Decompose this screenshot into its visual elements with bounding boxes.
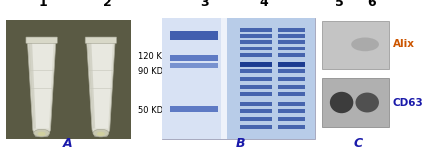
Text: 6: 6	[366, 0, 375, 9]
FancyBboxPatch shape	[239, 69, 272, 73]
FancyBboxPatch shape	[239, 34, 272, 38]
Polygon shape	[86, 38, 115, 136]
FancyBboxPatch shape	[227, 18, 315, 139]
FancyBboxPatch shape	[239, 77, 272, 81]
Ellipse shape	[354, 93, 378, 112]
Ellipse shape	[350, 37, 378, 51]
FancyBboxPatch shape	[239, 53, 272, 57]
FancyBboxPatch shape	[239, 102, 272, 106]
Polygon shape	[28, 40, 36, 129]
Ellipse shape	[329, 92, 353, 113]
Ellipse shape	[37, 132, 46, 136]
FancyBboxPatch shape	[169, 106, 217, 112]
Polygon shape	[29, 40, 54, 129]
Ellipse shape	[97, 132, 105, 136]
FancyBboxPatch shape	[169, 31, 217, 40]
FancyBboxPatch shape	[277, 34, 304, 38]
FancyBboxPatch shape	[221, 18, 227, 139]
FancyBboxPatch shape	[322, 21, 388, 69]
Text: 3: 3	[200, 0, 209, 9]
FancyBboxPatch shape	[169, 55, 217, 61]
FancyBboxPatch shape	[277, 85, 304, 89]
FancyBboxPatch shape	[277, 92, 304, 96]
Text: 90 KD: 90 KD	[137, 67, 162, 76]
Text: 4: 4	[259, 0, 268, 9]
FancyBboxPatch shape	[277, 53, 304, 57]
FancyBboxPatch shape	[239, 28, 272, 32]
Text: 50 KD: 50 KD	[137, 106, 162, 115]
FancyBboxPatch shape	[239, 40, 272, 44]
FancyArrow shape	[89, 70, 112, 71]
FancyArrow shape	[29, 70, 54, 71]
FancyBboxPatch shape	[161, 18, 315, 139]
FancyBboxPatch shape	[26, 37, 57, 43]
Ellipse shape	[93, 129, 109, 137]
FancyBboxPatch shape	[239, 125, 272, 129]
FancyBboxPatch shape	[161, 18, 222, 139]
FancyBboxPatch shape	[239, 109, 272, 113]
FancyBboxPatch shape	[322, 78, 388, 127]
FancyBboxPatch shape	[277, 125, 304, 129]
Text: 5: 5	[334, 0, 343, 9]
FancyBboxPatch shape	[277, 109, 304, 113]
Text: 1: 1	[39, 0, 47, 9]
FancyBboxPatch shape	[169, 63, 217, 68]
FancyBboxPatch shape	[277, 77, 304, 81]
Text: C: C	[352, 137, 361, 150]
Ellipse shape	[34, 129, 49, 137]
Text: 2: 2	[103, 0, 111, 9]
FancyBboxPatch shape	[85, 37, 116, 43]
FancyBboxPatch shape	[277, 40, 304, 44]
FancyBboxPatch shape	[277, 69, 304, 73]
Text: Alix: Alix	[392, 39, 414, 49]
Polygon shape	[27, 38, 56, 136]
FancyArrow shape	[31, 88, 52, 89]
FancyBboxPatch shape	[277, 102, 304, 106]
Text: CD63: CD63	[392, 97, 423, 108]
FancyBboxPatch shape	[239, 85, 272, 89]
Polygon shape	[87, 40, 95, 129]
FancyBboxPatch shape	[239, 62, 272, 66]
FancyArrow shape	[90, 88, 111, 89]
FancyBboxPatch shape	[239, 92, 272, 96]
Text: 120 KD: 120 KD	[137, 52, 168, 61]
Text: A: A	[62, 137, 72, 150]
FancyBboxPatch shape	[277, 28, 304, 32]
FancyBboxPatch shape	[239, 47, 272, 50]
FancyBboxPatch shape	[239, 117, 272, 121]
FancyBboxPatch shape	[277, 47, 304, 50]
Text: B: B	[235, 137, 245, 150]
FancyBboxPatch shape	[277, 62, 304, 67]
Polygon shape	[89, 40, 112, 129]
FancyBboxPatch shape	[277, 117, 304, 121]
FancyBboxPatch shape	[239, 62, 272, 67]
FancyBboxPatch shape	[6, 20, 131, 139]
FancyBboxPatch shape	[277, 62, 304, 66]
